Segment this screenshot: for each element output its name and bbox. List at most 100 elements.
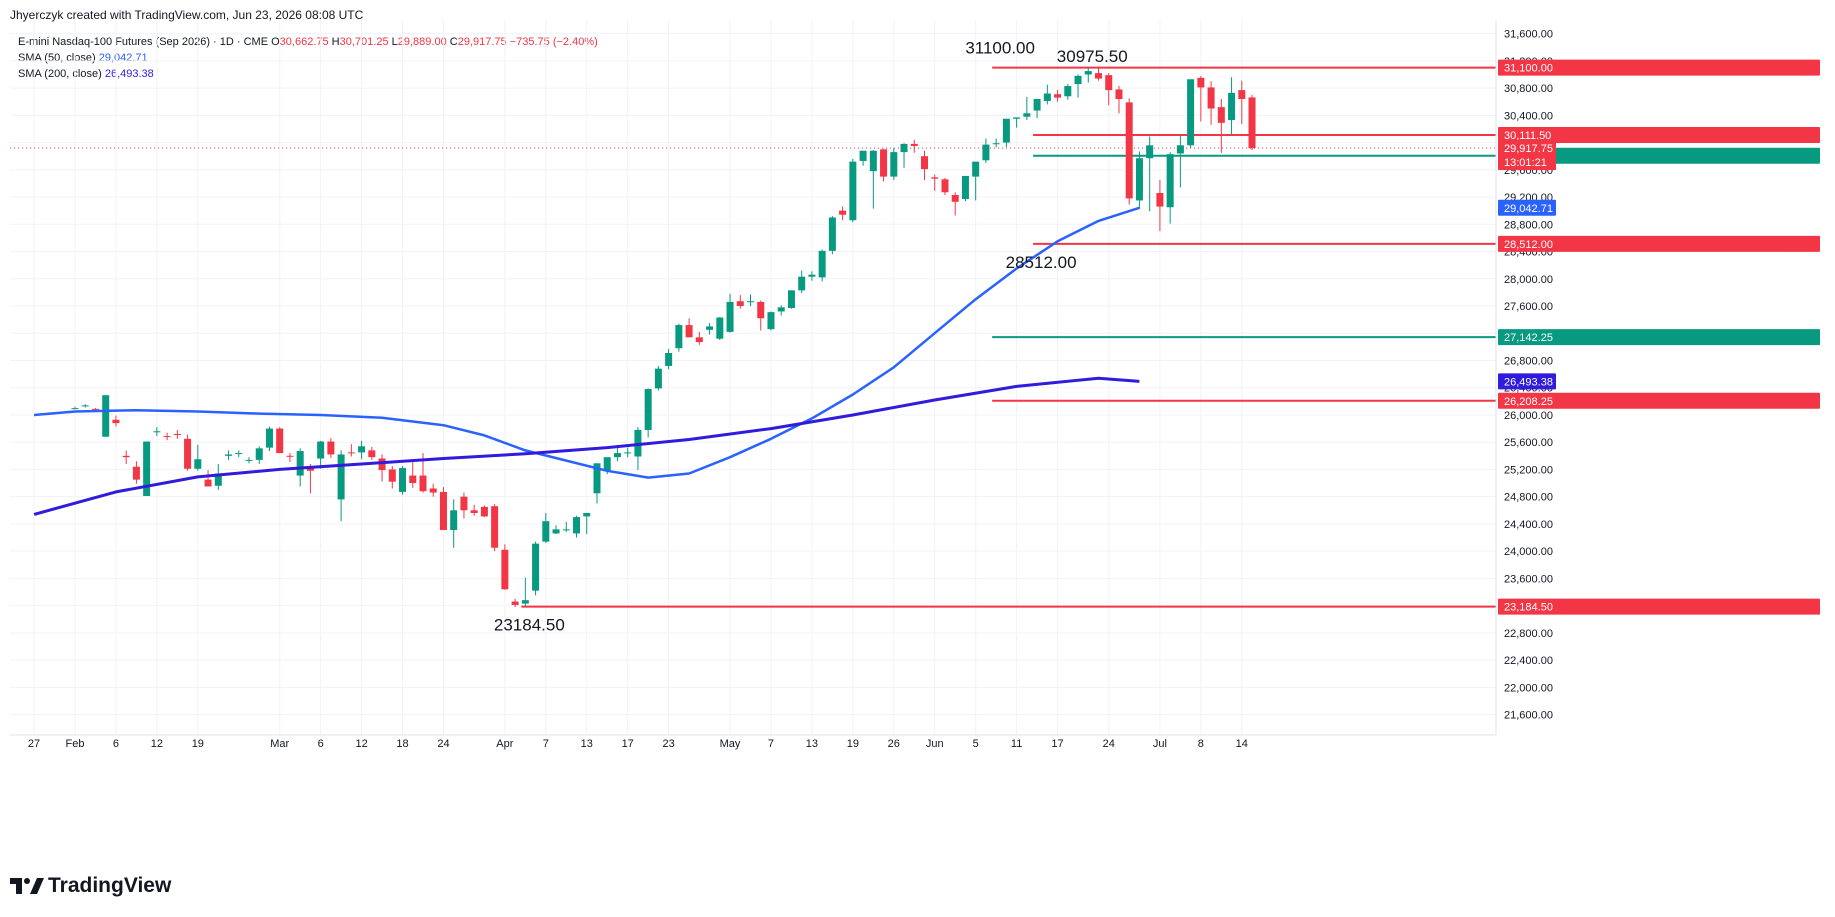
candle-body xyxy=(982,144,990,161)
candle xyxy=(286,453,294,462)
price-annotation: 23184.50 xyxy=(494,616,565,635)
price-tag-label: 29,042.71 xyxy=(1504,203,1553,215)
candle xyxy=(501,544,509,590)
x-tick-label: 17 xyxy=(1051,738,1063,750)
candle xyxy=(1023,96,1031,121)
candle-body xyxy=(1166,154,1174,208)
symbol-title: E-mini Nasdaq-100 Futures (Sep 2026) · 1… xyxy=(18,36,269,48)
sma50-line xyxy=(33,206,1140,479)
candle-body xyxy=(767,312,775,330)
candle-body xyxy=(378,458,386,471)
x-tick-label: 19 xyxy=(192,738,204,750)
candle-body xyxy=(747,301,755,303)
candle xyxy=(1095,67,1102,81)
candle xyxy=(716,316,724,341)
candle xyxy=(1064,84,1072,100)
y-tick-label: 30,400.00 xyxy=(1504,110,1553,122)
candle xyxy=(992,138,1000,148)
sma200-label: SMA (200, close) xyxy=(18,68,102,80)
candle-body xyxy=(900,143,908,153)
x-tick-label: 19 xyxy=(847,738,859,750)
tradingview-logo-text: TradingView xyxy=(48,874,172,897)
candle xyxy=(900,143,908,168)
candle xyxy=(767,311,775,331)
ohlc-close-label: C xyxy=(449,36,458,48)
candle xyxy=(1166,152,1174,224)
sma200-legend[interactable]: SMA (200, close) 26,493.38 xyxy=(18,66,154,82)
candle xyxy=(460,492,468,519)
x-tick-label: 18 xyxy=(396,738,408,750)
candle-body xyxy=(163,436,171,438)
candle-body xyxy=(286,455,294,457)
candle-body xyxy=(102,395,110,437)
candle xyxy=(542,513,550,543)
candle-body xyxy=(654,368,662,389)
candle-body xyxy=(1033,98,1041,111)
candle xyxy=(583,513,591,535)
candle xyxy=(685,318,693,338)
y-tick-label: 28,000.00 xyxy=(1504,274,1553,286)
candle-body xyxy=(419,475,427,492)
x-tick-label: 8 xyxy=(1198,738,1204,750)
price-tag-label: 29,917.75 xyxy=(1504,143,1553,155)
x-tick-label: 7 xyxy=(768,738,774,750)
candle xyxy=(839,206,847,221)
candle xyxy=(521,577,529,607)
y-tick-label: 25,600.00 xyxy=(1504,437,1553,449)
level-tag-label: 31,100.00 xyxy=(1504,63,1553,75)
grid-layer xyxy=(10,20,1496,735)
candle-body xyxy=(204,479,212,487)
candle xyxy=(368,446,376,460)
candle xyxy=(378,454,386,482)
ohlc-open: 30,662.75 xyxy=(279,36,329,48)
y-tick-label: 24,400.00 xyxy=(1504,519,1553,531)
symbol-legend[interactable]: E-mini Nasdaq-100 Futures (Sep 2026) · 1… xyxy=(18,34,598,50)
candle-body xyxy=(552,529,560,534)
candle-body xyxy=(1115,89,1123,99)
candle-body xyxy=(562,529,570,531)
candle-body xyxy=(429,488,437,493)
candle-body xyxy=(859,150,867,161)
candle xyxy=(1002,118,1010,148)
candle-body xyxy=(1187,79,1195,146)
sma200-line xyxy=(33,376,1140,516)
candle xyxy=(470,504,478,516)
x-tick-label: Apr xyxy=(496,738,513,750)
candle-body xyxy=(1095,73,1102,79)
candle-body xyxy=(1228,92,1236,121)
candle xyxy=(1248,94,1256,151)
candle-body xyxy=(1156,192,1164,207)
x-tick-label: Jun xyxy=(926,738,944,750)
candle xyxy=(409,461,417,488)
candle-body xyxy=(368,450,376,458)
candle-body xyxy=(910,143,918,146)
x-tick-label: Jul xyxy=(1153,738,1167,750)
candle xyxy=(552,525,560,535)
tradingview-logo[interactable]: TradingView xyxy=(10,874,171,898)
candle-body xyxy=(1207,87,1215,109)
candle xyxy=(972,161,980,201)
candle-body xyxy=(184,438,192,469)
candle-body xyxy=(1023,113,1031,117)
candle-body xyxy=(501,549,509,590)
y-tick-label: 21,600.00 xyxy=(1504,710,1553,722)
candle-body xyxy=(132,466,140,480)
price-tag xyxy=(1498,199,1556,216)
candle-body xyxy=(1125,102,1133,199)
candle xyxy=(859,150,867,166)
candle xyxy=(982,138,990,163)
candle-body xyxy=(941,179,949,193)
candle-body xyxy=(921,156,929,170)
candle-body xyxy=(777,307,785,312)
candle-body xyxy=(972,161,980,177)
candle-body xyxy=(327,441,335,455)
candle xyxy=(194,444,202,471)
candle-body xyxy=(470,510,478,514)
x-tick-label: 13 xyxy=(806,738,818,750)
candle-body xyxy=(358,446,366,453)
candle-body xyxy=(235,453,243,455)
candle xyxy=(388,466,396,489)
x-tick-label: 12 xyxy=(151,738,163,750)
